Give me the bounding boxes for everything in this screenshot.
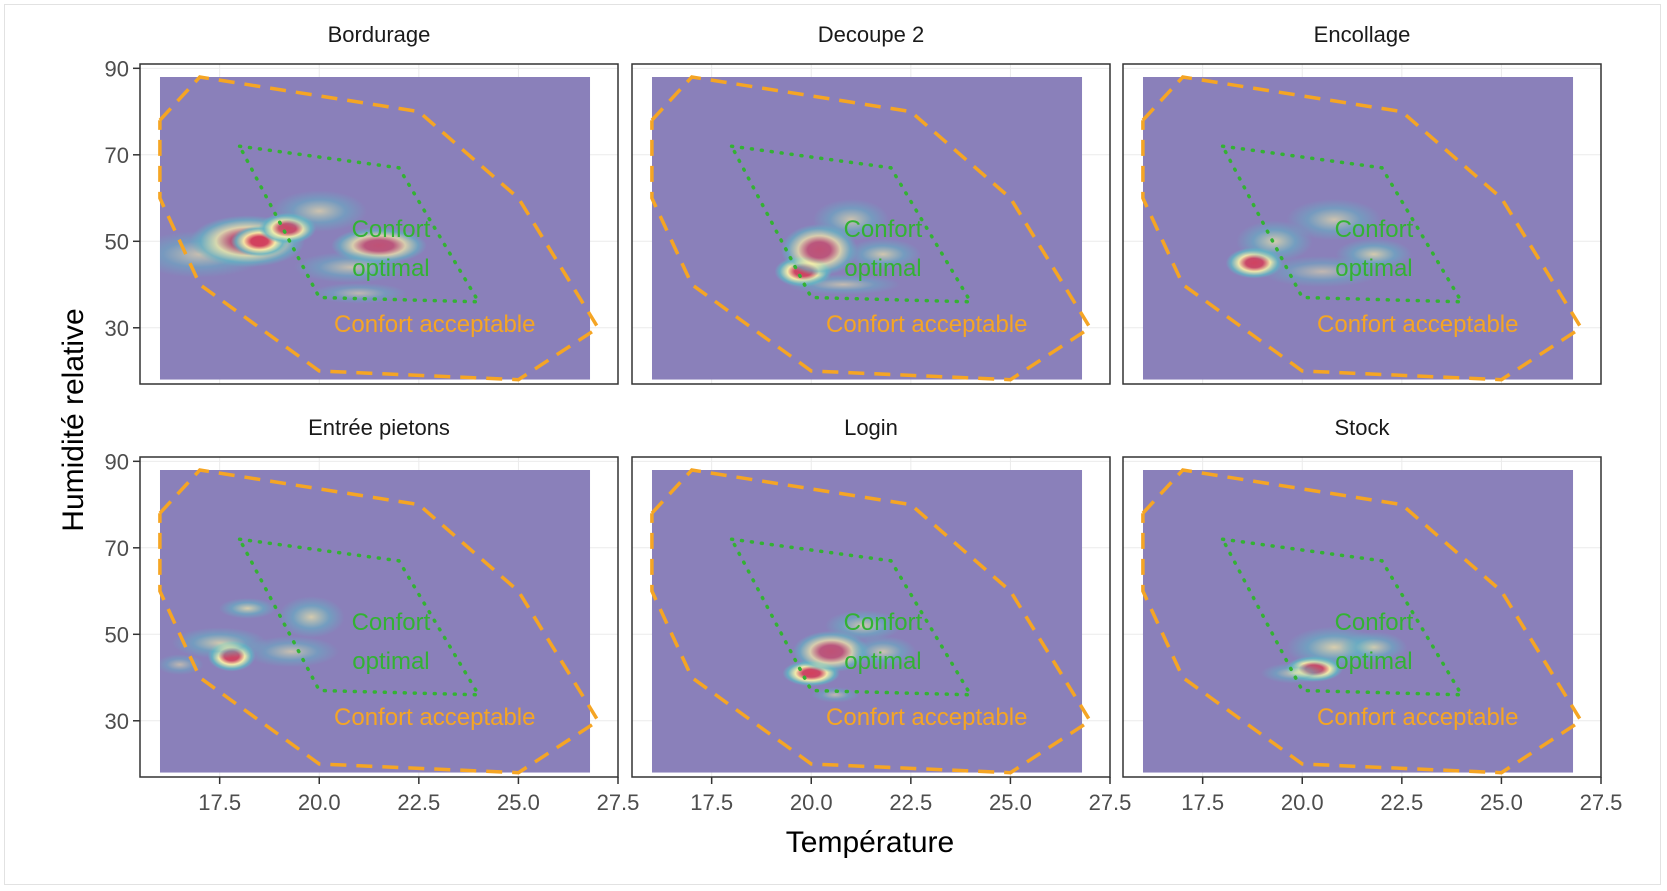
x-tick-label: 27.5	[597, 790, 640, 815]
x-tick-label: 25.0	[989, 790, 1032, 815]
panel-stock: Confort optimal Confort acceptable Stock 17.…	[1122, 415, 1623, 815]
density-blob	[218, 597, 277, 619]
x-tick-label: 25.0	[1480, 790, 1523, 815]
x-tick-label: 17.5	[690, 790, 733, 815]
panel-border	[631, 456, 1111, 778]
panel-title: Decoupe 2	[818, 22, 924, 47]
panel-title: Login	[844, 415, 898, 440]
x-tick-label: 17.5	[1181, 790, 1224, 815]
optimal-label-line2: optimal	[1335, 255, 1412, 282]
acceptable-zone-line	[1141, 75, 1584, 382]
optimal-label-line1: Confort	[844, 216, 923, 243]
y-tick-label: 30	[105, 709, 129, 734]
optimal-label-line1: Confort	[352, 609, 431, 636]
density-blob	[311, 282, 407, 304]
density-blob	[1260, 662, 1328, 684]
density-blob	[812, 198, 890, 241]
panel-border	[1122, 63, 1602, 385]
density-blob	[243, 636, 340, 668]
y-tick-label: 90	[105, 56, 129, 81]
x-tick-label: 27.5	[1580, 790, 1623, 815]
density-blob	[785, 274, 901, 295]
x-tick-label: 22.5	[1380, 790, 1423, 815]
x-tick-label: 20.0	[1281, 790, 1324, 815]
acceptable-zone-line	[650, 75, 1093, 382]
density-blob	[171, 627, 268, 659]
acceptable-label: Confort acceptable	[1317, 704, 1518, 731]
optimal-label-line1: Confort	[1335, 216, 1414, 243]
density-blob	[1340, 631, 1408, 663]
density-blob	[844, 238, 922, 270]
panel-bordurage: Confort optimal Confort acceptable Bordurag…	[105, 22, 619, 385]
density-blob	[293, 251, 409, 283]
density-blob	[849, 636, 917, 668]
acceptable-label: Confort acceptable	[334, 311, 535, 338]
panel-decoupe-2: Confort optimal Confort acceptable Decoupe …	[631, 22, 1111, 385]
density-blob	[1260, 256, 1385, 288]
figure-frame	[4, 4, 1661, 885]
y-tick-label: 50	[105, 622, 129, 647]
x-axis-title: Température	[786, 826, 954, 859]
optimal-label-line1: Confort	[1335, 609, 1414, 636]
panel-entr-e-pietons: Confort optimal Confort acceptable Entrée p…	[105, 415, 640, 815]
density-blob	[1286, 198, 1382, 241]
x-tick-label: 25.0	[497, 790, 540, 815]
panel-login: Confort optimal Confort acceptable Login 17.…	[631, 415, 1132, 815]
optimal-label-line2: optimal	[844, 648, 921, 675]
y-tick-label: 30	[105, 316, 129, 341]
density-layer	[651, 469, 1083, 773]
x-tick-label: 20.0	[790, 790, 833, 815]
optimal-label-line1: Confort	[844, 609, 923, 636]
optimal-label-line2: optimal	[352, 648, 429, 675]
acceptable-label: Confort acceptable	[826, 311, 1027, 338]
y-tick-label: 50	[105, 229, 129, 254]
panel-title: Stock	[1334, 415, 1390, 440]
density-layer	[1142, 76, 1574, 380]
acceptable-zone-line	[650, 468, 1093, 775]
panel-border	[631, 63, 1111, 385]
y-tick-label: 70	[105, 536, 129, 561]
density-layer	[159, 469, 591, 773]
density-layer	[651, 76, 1083, 380]
panel-title: Entrée pietons	[308, 415, 450, 440]
y-tick-label: 70	[105, 143, 129, 168]
y-tick-label: 90	[105, 449, 129, 474]
density-blob	[271, 190, 368, 232]
density-layer	[159, 76, 591, 380]
acceptable-zone-line	[158, 468, 601, 775]
x-tick-label: 17.5	[198, 790, 241, 815]
optimal-label-line2: optimal	[844, 255, 921, 282]
x-tick-label: 22.5	[397, 790, 440, 815]
optimal-label-line2: optimal	[1335, 648, 1412, 675]
optimal-label-line1: Confort	[352, 216, 431, 243]
x-tick-label: 27.5	[1089, 790, 1132, 815]
x-tick-label: 20.0	[298, 790, 341, 815]
panel-title: Encollage	[1314, 22, 1411, 47]
y-axis-title: Humidité relative	[57, 308, 90, 531]
panel-border	[139, 456, 619, 778]
panel-encollage: Confort optimal Confort acceptable Encollag…	[1122, 22, 1602, 385]
density-blob	[159, 654, 204, 675]
panel-border	[1122, 456, 1602, 778]
acceptable-label: Confort acceptable	[1317, 311, 1518, 338]
density-blob	[792, 630, 870, 673]
panel-border	[139, 63, 619, 385]
acceptable-zone-line	[158, 75, 601, 382]
acceptable-zone-line	[1141, 468, 1584, 775]
panel-title: Bordurage	[328, 22, 431, 47]
density-layer	[1142, 469, 1574, 773]
acceptable-label: Confort acceptable	[334, 704, 535, 731]
acceptable-label: Confort acceptable	[826, 704, 1027, 731]
density-blob	[277, 596, 345, 638]
x-tick-label: 22.5	[889, 790, 932, 815]
density-background	[1142, 469, 1574, 773]
density-blob	[824, 610, 902, 642]
density-blob	[1236, 220, 1313, 263]
optimal-label-line2: optimal	[352, 255, 429, 282]
density-background	[159, 469, 591, 773]
